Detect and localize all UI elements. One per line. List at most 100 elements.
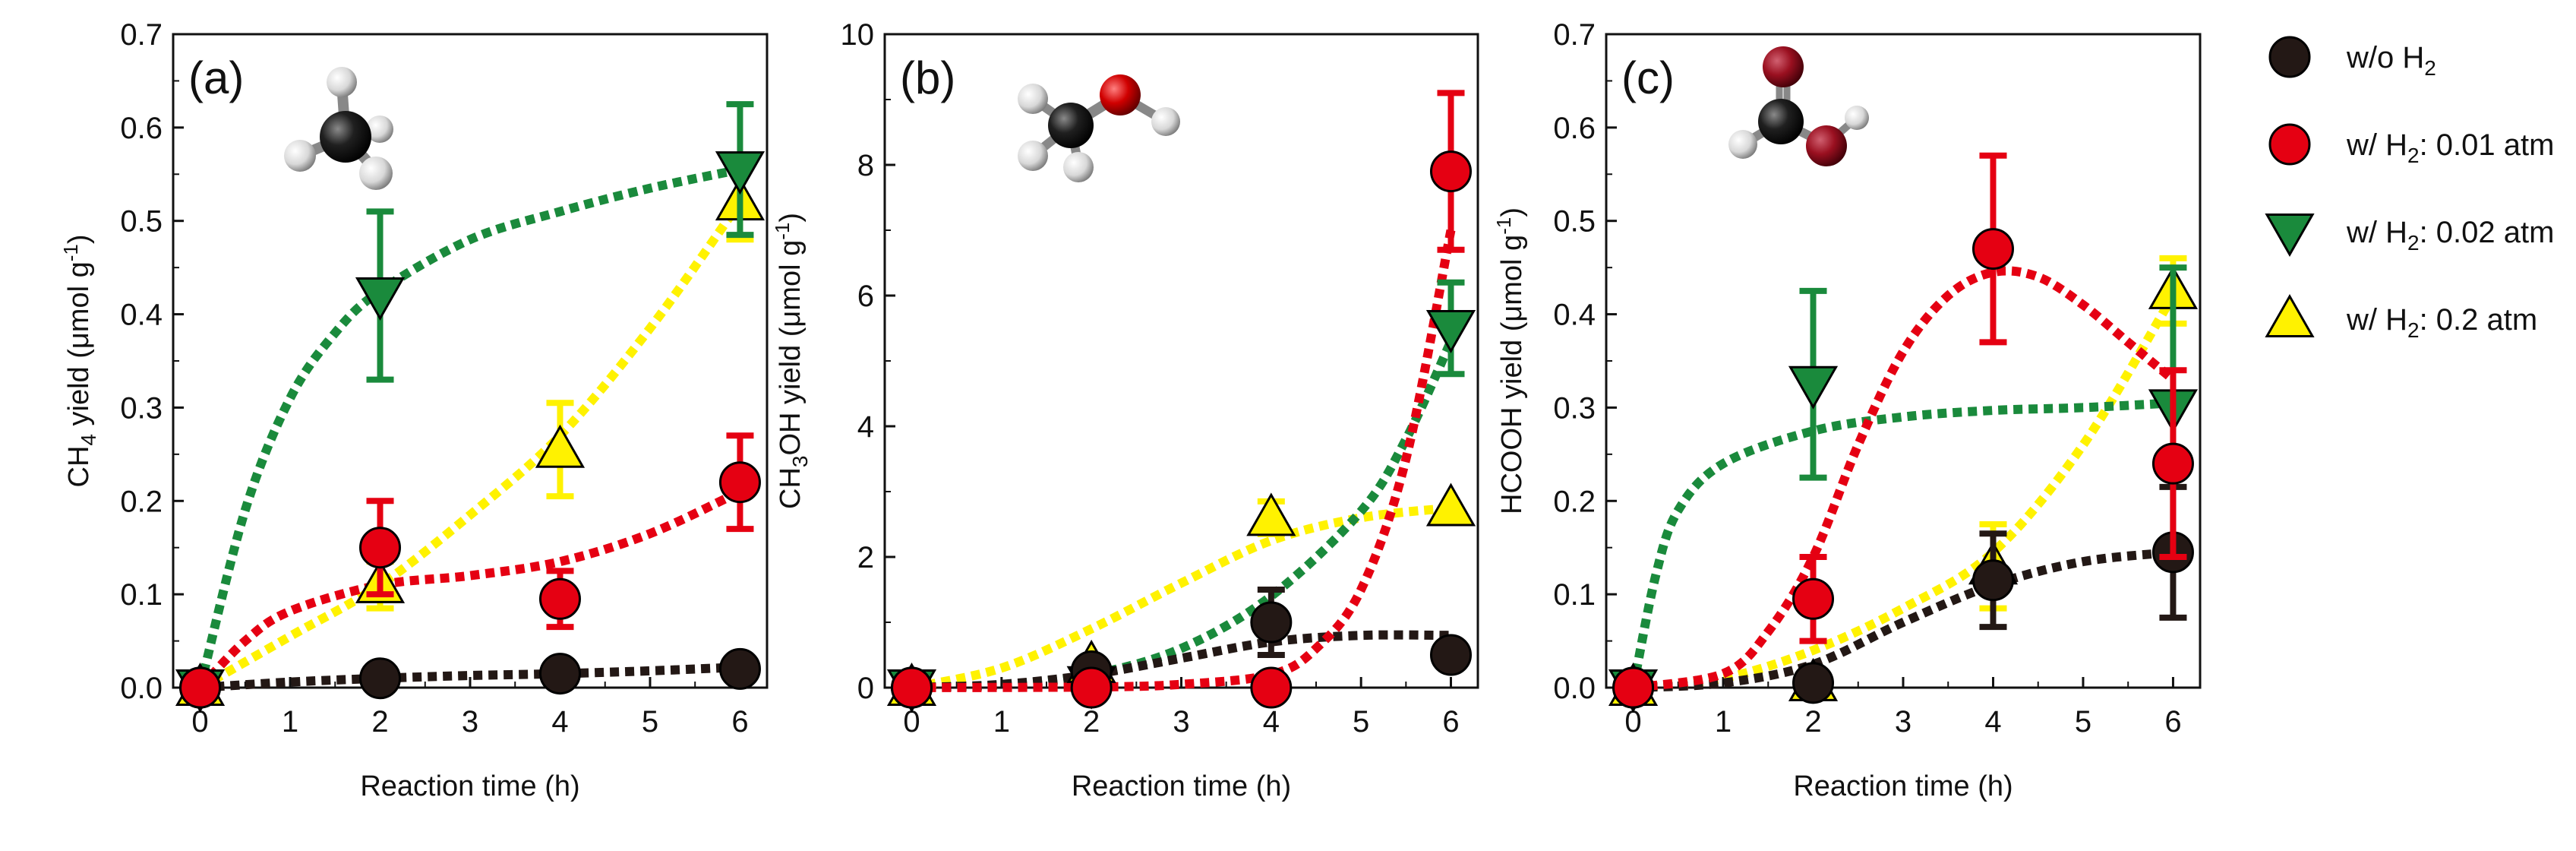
legend-label-sub: 2	[2424, 56, 2436, 80]
y-tick-label: 0.0	[120, 672, 163, 705]
point-wo	[359, 657, 402, 700]
legend-label-sub: 2	[2407, 318, 2420, 342]
legend-label-sub: 2	[2407, 144, 2420, 167]
point-wo	[1430, 634, 1472, 676]
point-h001	[891, 666, 933, 709]
point-h002	[1788, 365, 1839, 410]
y-tick-label: 10	[841, 18, 875, 52]
y-tick-label: 0.5	[120, 205, 163, 239]
legend-item-h002: w/ H2: 0.02 atm	[2265, 214, 2555, 258]
y-tick-label: 0.1	[1553, 578, 1596, 612]
point-h02	[535, 424, 586, 468]
panel-c: 0 1 2 3 4 5 6 0.0 0.1 0.2 0.3 0.4 0.5 0.6 0.7 Reaction …	[1492, 18, 2202, 802]
legend-label-pre: w/ H	[2346, 128, 2407, 162]
y-tick-label: 0.7	[1553, 18, 1596, 52]
point-h001	[179, 666, 222, 709]
x-tick-label: 3	[462, 705, 478, 739]
point-h001	[1612, 666, 1655, 709]
legend-item-h02: w/ H2: 0.2 atm	[2265, 293, 2538, 342]
y-axis-title: HCOOH yield (μmol g-1)	[1492, 207, 1528, 514]
panel-label: (c)	[1621, 52, 1675, 103]
formic-acid-icon	[1728, 46, 1869, 166]
x-tick-label: 4	[1263, 705, 1280, 739]
x-tick-label: 6	[1442, 705, 1459, 739]
legend-marker-wo	[2268, 36, 2311, 78]
y-tick-label: 0.0	[1553, 672, 1596, 705]
y-axis-title-sub: 3	[788, 456, 812, 468]
x-tick-label: 5	[1353, 705, 1369, 739]
x-tick-label: 6	[731, 705, 748, 739]
plot-frame	[172, 33, 769, 689]
x-tick-label: 1	[993, 705, 1010, 739]
y-axis-title-sup: -1	[1492, 217, 1515, 235]
point-wo	[1250, 601, 1293, 644]
y-tick-label: 0	[857, 672, 874, 705]
legend-label-pre: w/ H	[2346, 303, 2407, 337]
x-axis-title: Reaction time (h)	[1793, 770, 2012, 802]
fit-curve-h02	[911, 503, 1452, 692]
x-axis-title: Reaction time (h)	[1072, 770, 1291, 802]
point-h001	[1792, 577, 1835, 620]
y-tick-label: 6	[857, 280, 874, 313]
x-tick-label: 0	[903, 705, 920, 739]
legend-label-post: : 0.2 atm	[2420, 303, 2538, 337]
x-tick-label: 4	[1984, 705, 2001, 739]
panel-label: (b)	[900, 52, 955, 103]
legend-label-sub: 2	[2407, 231, 2420, 255]
fit-curve-h002	[195, 165, 741, 689]
point-h001	[538, 577, 581, 620]
methanol-icon	[1018, 74, 1180, 182]
y-tick-label: 0.2	[120, 485, 163, 518]
point-h02	[1246, 492, 1296, 536]
legend-label-post: : 0.02 atm	[2420, 216, 2555, 249]
point-h001	[2151, 442, 2194, 485]
legend-item-wo: w/o H2	[2268, 36, 2436, 80]
fit-curve-h001	[911, 229, 1456, 692]
point-h002	[715, 151, 766, 195]
y-axis-title-sub: 4	[77, 434, 100, 446]
point-wo	[1792, 662, 1835, 704]
fit-curve-h02	[197, 199, 744, 692]
y-tick-label: 0.5	[1553, 205, 1596, 239]
y-tick-label: 2	[857, 541, 874, 574]
methane-icon	[284, 67, 393, 190]
y-tick-label: 0.1	[120, 578, 163, 612]
y-axis-title-end: )	[1496, 207, 1528, 217]
legend-marker-h002	[2265, 214, 2315, 258]
y-axis-title-post: OH yield (μmol g	[775, 240, 807, 456]
y-axis-title-sup: -1	[771, 223, 794, 240]
legend-label: w/o H2	[2346, 41, 2436, 80]
y-tick-label: 0.4	[120, 299, 163, 332]
x-tick-label: 1	[1715, 705, 1732, 739]
y-axis-title: CH4 yield (μmol g-1)	[59, 235, 100, 488]
y-axis-title-post: yield (μmol g	[63, 261, 95, 434]
x-tick-label: 2	[1083, 705, 1100, 739]
y-axis-title-pre: HCOOH yield (μmol g	[1496, 235, 1528, 514]
x-tick-label: 6	[2164, 705, 2181, 739]
plot-frame	[1605, 33, 2202, 689]
y-tick-label: 0.7	[120, 18, 163, 52]
fit-curve-h001	[1632, 266, 2177, 692]
y-axis-title-end: )	[775, 213, 807, 223]
point-h02	[1425, 482, 1476, 527]
panel-label: (a)	[188, 52, 244, 103]
y-axis-title-end: )	[63, 235, 95, 245]
plot-frame	[883, 33, 1479, 689]
panel-a: 0 1 2 3 4 5 6 0.0 0.1 0.2 0.3 0.4 0.5 0.6 0.7 Reaction …	[59, 18, 769, 802]
fit-curve-h002	[1628, 398, 2174, 689]
legend-label-pre: w/o H	[2346, 41, 2424, 74]
legend-label: w/ H2: 0.01 atm	[2346, 128, 2554, 167]
x-tick-label: 1	[282, 705, 298, 739]
point-wo	[718, 647, 761, 690]
x-tick-label: 5	[2075, 705, 2091, 739]
y-axis-title-pre: CH	[775, 467, 807, 509]
point-h001	[718, 461, 761, 504]
point-h002	[1425, 310, 1476, 354]
fit-curve-h001	[197, 487, 742, 691]
x-axis-title: Reaction time (h)	[360, 770, 579, 802]
y-tick-label: 0.2	[1553, 485, 1596, 518]
point-h001	[359, 527, 402, 569]
